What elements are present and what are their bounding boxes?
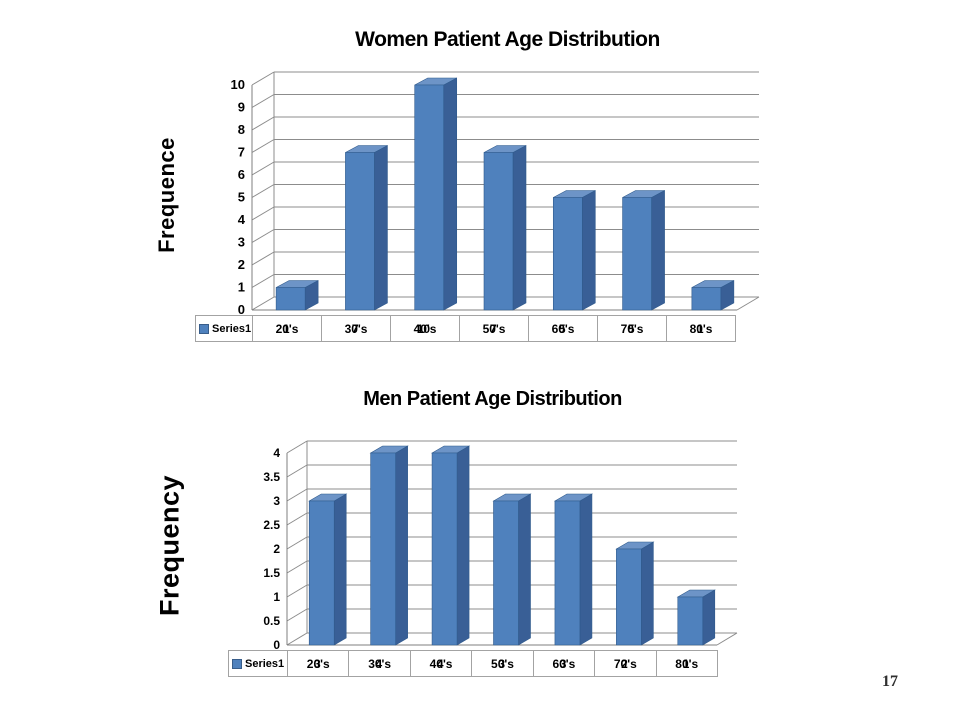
series-color-swatch-icon [199, 323, 209, 334]
svg-text:2: 2 [273, 542, 280, 556]
category-cells: 20's 1 30's 7 40's 10 50's 7 60's 5 70's 5 80's 1 [253, 316, 735, 341]
chart-title: Men Patient Age Distribution [363, 388, 622, 410]
series-name: Series1 [212, 322, 252, 335]
category-label: 60's [551, 321, 575, 336]
y-axis-label: Frequence [154, 137, 179, 253]
bar-chart-canvas: 0 1 2 3 4 5 6 7 8 9 10 [231, 71, 760, 315]
svg-text:4: 4 [238, 212, 246, 227]
category-value-label: 1 [282, 321, 290, 336]
category-cell: 30's 4 [349, 651, 411, 676]
legend-cell: Series1 [229, 651, 288, 676]
svg-text:2: 2 [238, 257, 245, 272]
svg-text:1: 1 [238, 280, 245, 295]
bar-chart-plot: 0 1 2 3 4 5 6 7 8 9 10 [190, 60, 770, 315]
category-value-label: 1 [682, 656, 690, 671]
svg-text:4: 4 [273, 446, 280, 460]
category-value-label: 2 [621, 656, 628, 671]
page-number: 17 [882, 673, 898, 690]
category-label: 20's [306, 656, 330, 671]
svg-text:10: 10 [231, 77, 245, 92]
category-cell: 70's 5 [598, 316, 667, 341]
svg-text:3: 3 [238, 235, 245, 250]
svg-text:9: 9 [238, 100, 245, 115]
svg-text:7: 7 [238, 145, 245, 160]
category-cell: 20's 1 [253, 316, 322, 341]
bar-chart-canvas: 0 0.5 1 1.5 2 2.5 3 3.5 4 [263, 440, 738, 650]
category-label: 50's [491, 656, 514, 671]
category-label: 20's [275, 321, 299, 336]
category-cell: 50's 7 [460, 316, 529, 341]
category-value-label: 5 [558, 321, 566, 336]
category-label: 80's [689, 321, 713, 336]
category-value-label: 3 [559, 656, 567, 671]
series-color-swatch-icon [232, 658, 242, 669]
category-label: 70's [620, 321, 644, 336]
category-cell: 80's 1 [667, 316, 735, 341]
category-value-label: 10 [416, 321, 431, 336]
category-cell: 70's 2 [595, 651, 657, 676]
category-cell: 60's 5 [529, 316, 598, 341]
category-cell: 40's 4 [411, 651, 473, 676]
svg-text:2.5: 2.5 [263, 518, 280, 532]
chart-title: Women Patient Age Distribution [355, 28, 660, 51]
category-axis-table: Series1 20's 3 30's 4 40's 4 50's 3 60's 3 70's 2 80… [228, 650, 718, 677]
svg-text:6: 6 [238, 167, 245, 182]
category-label: 50's [482, 321, 506, 336]
svg-text:1.5: 1.5 [263, 566, 280, 580]
category-cell: 60's 3 [534, 651, 596, 676]
svg-text:8: 8 [238, 122, 245, 137]
category-axis-table: Series1 20's 1 30's 7 40's 10 50's 7 60's 5 70's 5 8… [195, 315, 736, 342]
category-cell: 30's 7 [322, 316, 391, 341]
category-value-label: 3 [314, 656, 321, 671]
category-label: 70's [613, 656, 637, 671]
svg-text:3.5: 3.5 [263, 470, 280, 484]
svg-text:3: 3 [273, 494, 280, 508]
bar-chart-plot: 0 0.5 1 1.5 2 2.5 3 3.5 4 [225, 428, 770, 650]
category-label: 30's [368, 656, 392, 671]
svg-text:0: 0 [238, 302, 245, 315]
category-value-label: 7 [489, 321, 497, 336]
category-value-label: 5 [627, 321, 635, 336]
category-label: 40's [413, 321, 437, 336]
category-cells: 20's 3 30's 4 40's 4 50's 3 60's 3 70's 2 80's 1 [288, 651, 717, 676]
category-value-label: 7 [351, 321, 359, 336]
category-value-label: 1 [696, 321, 704, 336]
svg-text:0.5: 0.5 [263, 614, 280, 628]
legend-cell: Series1 [196, 316, 253, 341]
category-label: 60's [552, 656, 576, 671]
y-axis-label: Frequency [154, 474, 185, 617]
category-cell: 50's 3 [472, 651, 534, 676]
category-value-label: 4 [375, 656, 383, 671]
category-cell: 80's 1 [657, 651, 717, 676]
svg-text:5: 5 [238, 190, 245, 205]
svg-text:1: 1 [273, 590, 280, 604]
series-name: Series1 [245, 657, 285, 670]
category-value-label: 3 [498, 656, 506, 671]
category-cell: 20's 3 [288, 651, 350, 676]
svg-text:0: 0 [273, 638, 280, 650]
category-label: 30's [344, 321, 368, 336]
category-label: 80's [675, 656, 699, 671]
category-cell: 40's 10 [391, 316, 460, 341]
category-label: 40's [429, 656, 453, 671]
category-value-label: 4 [436, 656, 444, 671]
